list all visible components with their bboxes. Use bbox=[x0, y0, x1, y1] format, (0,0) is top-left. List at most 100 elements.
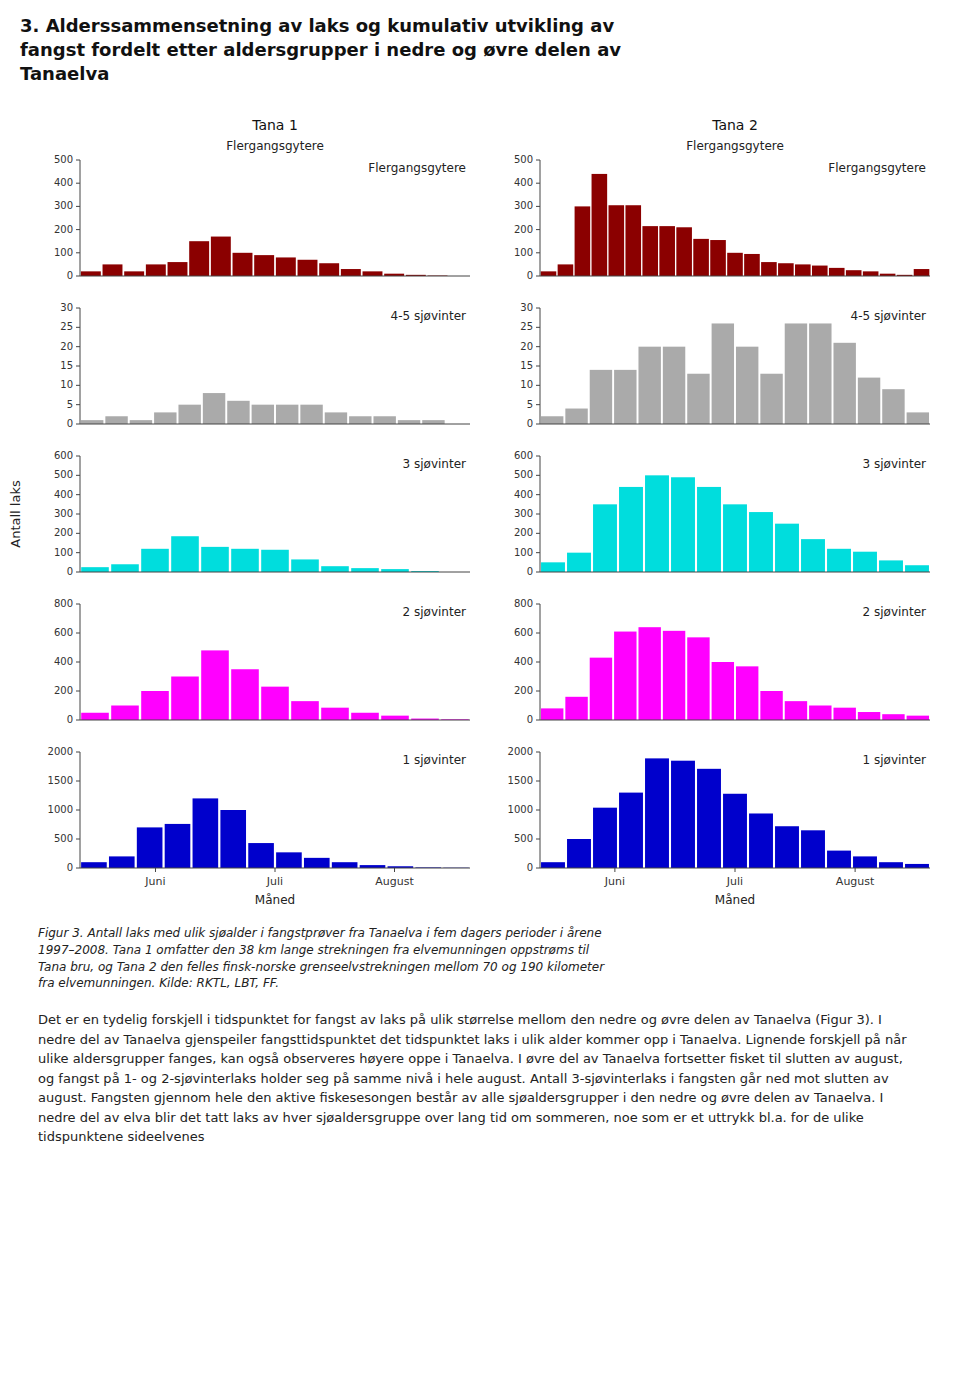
bar bbox=[171, 677, 199, 721]
y-tick-label: 500 bbox=[514, 833, 533, 844]
column-header: Tana 1 bbox=[251, 117, 298, 133]
caption: Figur 3. Antall laks med ulik sjøalder i… bbox=[38, 925, 922, 992]
bar bbox=[907, 716, 929, 720]
bar bbox=[593, 504, 617, 572]
bar bbox=[710, 240, 726, 276]
y-tick-label: 0 bbox=[527, 270, 533, 281]
y-tick-label: 400 bbox=[54, 177, 73, 188]
subplot: 02004006008002 sjøvinter bbox=[54, 598, 470, 725]
y-tick-label: 1000 bbox=[48, 804, 73, 815]
bar bbox=[341, 269, 361, 276]
y-tick-label: 100 bbox=[514, 547, 533, 558]
bar bbox=[914, 269, 930, 276]
bar bbox=[351, 713, 379, 720]
bar bbox=[687, 637, 709, 720]
bar bbox=[833, 343, 855, 424]
bar bbox=[201, 650, 229, 720]
title-line: Tanaelva bbox=[20, 63, 109, 84]
bar bbox=[625, 205, 641, 276]
y-tick-label: 400 bbox=[514, 489, 533, 500]
y-tick bbox=[536, 327, 540, 328]
bar bbox=[882, 389, 904, 424]
annotation: Flergangsgytere bbox=[226, 139, 324, 153]
bar bbox=[171, 536, 199, 572]
y-tick-label: 600 bbox=[54, 627, 73, 638]
x-tick bbox=[614, 868, 615, 872]
bar bbox=[381, 716, 409, 720]
bar bbox=[103, 264, 123, 276]
bar bbox=[276, 405, 298, 424]
bar bbox=[81, 271, 101, 276]
y-tick-label: 300 bbox=[54, 200, 73, 211]
bar bbox=[827, 851, 851, 868]
bar bbox=[833, 708, 855, 720]
y-tick bbox=[76, 385, 80, 386]
y-tick bbox=[536, 183, 540, 184]
subplot: 0100200300400500FlergangsgytereTana 1Fle… bbox=[54, 117, 470, 281]
subplot: 01002003004005006003 sjøvinter bbox=[54, 450, 470, 577]
annotation: Flergangsgytere bbox=[686, 139, 784, 153]
x-tick-label: Juli bbox=[266, 875, 283, 888]
bar bbox=[785, 701, 807, 720]
bar bbox=[614, 370, 636, 424]
x-axis-line bbox=[80, 720, 470, 721]
y-tick bbox=[76, 552, 80, 553]
y-tick bbox=[76, 810, 80, 811]
y-tick bbox=[536, 533, 540, 534]
bar bbox=[137, 827, 163, 868]
y-tick bbox=[76, 456, 80, 457]
bar bbox=[749, 813, 773, 868]
y-tick-label: 20 bbox=[520, 341, 533, 352]
bar bbox=[567, 553, 591, 572]
y-tick-label: 200 bbox=[54, 527, 73, 538]
bar bbox=[801, 830, 825, 868]
x-tick bbox=[735, 868, 736, 872]
bar bbox=[541, 271, 557, 276]
bar bbox=[422, 420, 444, 424]
bar bbox=[332, 862, 358, 868]
y-tick-label: 2000 bbox=[48, 746, 73, 757]
row-label: 3 sjøvinter bbox=[403, 457, 467, 471]
bars bbox=[541, 627, 929, 720]
y-tick-label: 20 bbox=[60, 341, 73, 352]
column-header: Tana 2 bbox=[711, 117, 758, 133]
x-axis-line bbox=[540, 572, 930, 573]
bar bbox=[81, 713, 109, 720]
y-tick bbox=[536, 691, 540, 692]
bars bbox=[81, 650, 469, 720]
subplot: 0500100015002000JuniJuliAugustMåned1 sjø… bbox=[48, 746, 470, 907]
bar bbox=[541, 708, 563, 720]
y-axis-line bbox=[540, 160, 541, 276]
y-tick bbox=[76, 662, 80, 663]
y-tick-label: 5 bbox=[67, 399, 73, 410]
bar bbox=[638, 627, 660, 720]
y-tick bbox=[536, 514, 540, 515]
bar bbox=[846, 270, 862, 276]
row-label: 3 sjøvinter bbox=[863, 457, 927, 471]
bar bbox=[321, 708, 349, 720]
y-tick-label: 0 bbox=[67, 566, 73, 577]
y-tick bbox=[76, 514, 80, 515]
bar bbox=[593, 808, 617, 868]
y-tick bbox=[536, 276, 540, 277]
bar bbox=[558, 264, 574, 276]
y-tick-label: 400 bbox=[54, 656, 73, 667]
bar bbox=[111, 706, 139, 721]
bar bbox=[233, 253, 253, 276]
bar bbox=[201, 547, 229, 572]
bars bbox=[81, 237, 448, 276]
x-axis-label: Måned bbox=[715, 893, 755, 907]
y-tick bbox=[536, 404, 540, 405]
y-axis-line bbox=[80, 160, 81, 276]
body-text: Det er en tydelig forskjell i tidspunkte… bbox=[38, 1010, 922, 1147]
y-tick-label: 400 bbox=[514, 177, 533, 188]
x-tick-label: Juli bbox=[726, 875, 743, 888]
bar bbox=[905, 864, 929, 868]
y-tick-label: 100 bbox=[54, 547, 73, 558]
bar bbox=[124, 271, 144, 276]
y-tick bbox=[536, 752, 540, 753]
bar bbox=[749, 512, 773, 572]
y-tick bbox=[536, 229, 540, 230]
y-tick bbox=[536, 456, 540, 457]
y-tick-label: 300 bbox=[514, 508, 533, 519]
